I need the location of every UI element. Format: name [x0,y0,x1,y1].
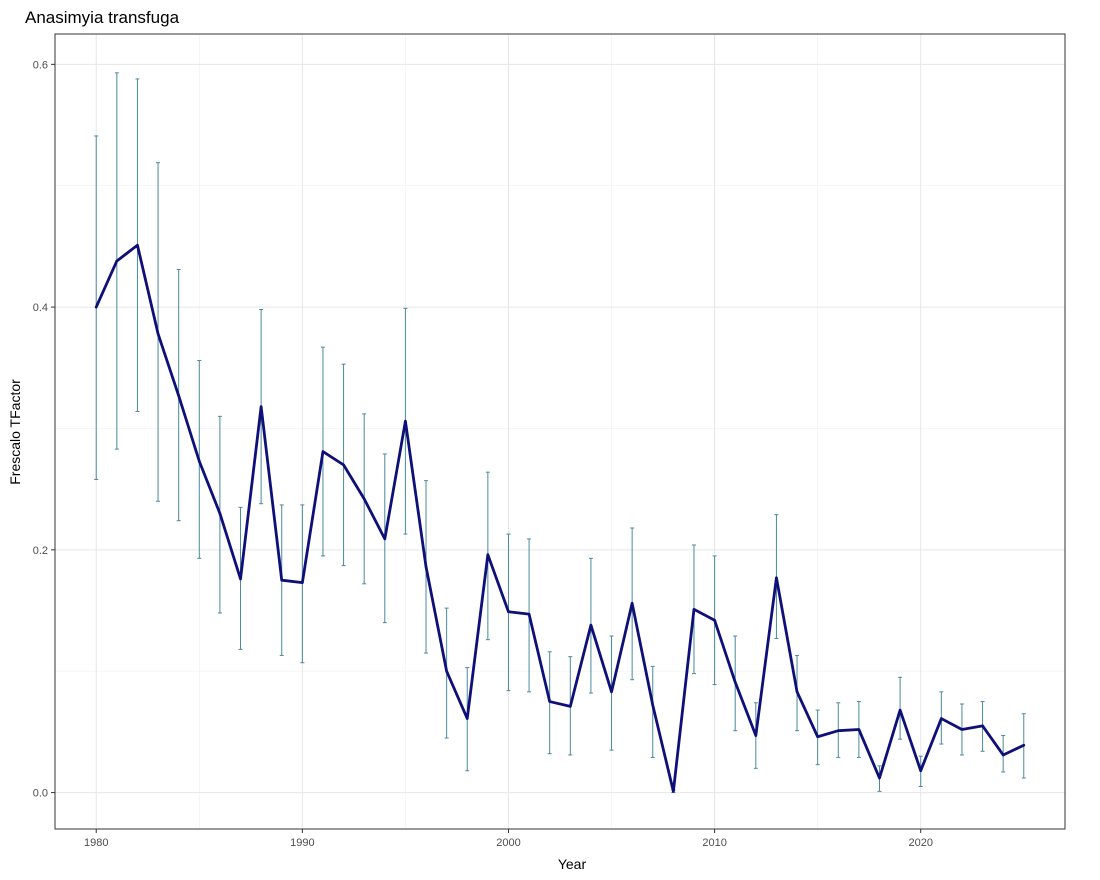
data-point [713,619,716,622]
y-tick-label: 0.6 [33,59,48,71]
data-point [734,680,737,684]
data-point [919,769,922,772]
axes: 1980 1990 2000 2010 2020 0.0 0.2 0.4 0.6 [33,59,933,849]
chart-title: Anasimyia transfuga [25,8,180,27]
x-tick-label: 1990 [290,837,314,849]
data-point [775,576,778,579]
error-bar [898,676,903,740]
data-point [259,405,263,408]
data-point [630,602,634,605]
data-point [981,724,984,728]
grid [55,34,1065,829]
data-point [136,243,139,247]
series-line [94,243,1026,793]
data-point [486,553,490,556]
data-point [424,565,428,569]
data-point [898,708,902,712]
data-point [177,394,180,397]
x-tick-label: 1980 [84,837,108,849]
data-point [940,717,943,720]
x-axis-title: Year [558,856,587,872]
data-point [445,670,448,673]
data-point [1001,753,1005,757]
data-point [239,577,242,581]
data-point [218,512,222,515]
data-point [362,497,366,501]
data-point [672,790,675,793]
error-bars [94,72,1026,794]
y-tick-label: 0.2 [33,545,48,557]
data-point [878,776,881,780]
data-point [610,690,613,694]
data-point [156,332,160,335]
data-point [857,728,861,731]
data-point [692,608,696,611]
data-point [1022,744,1025,747]
y-tick-label: 0.0 [33,788,48,800]
plot-panel-border [54,33,1066,830]
y-axis-title: Frescalo TFactor [7,379,23,485]
data-point [960,728,964,731]
y-tick-label: 0.4 [33,302,48,314]
data-point [837,729,840,732]
data-point [280,578,283,582]
error-bar [650,665,655,758]
x-tick-label: 2020 [908,837,932,849]
data-point [342,463,345,467]
data-point [115,259,119,263]
data-point [301,581,304,584]
data-point [816,735,819,738]
series-layer [94,243,1026,793]
data-point [754,734,758,737]
x-tick-label: 2000 [496,837,520,849]
data-point [589,623,593,627]
data-point [95,305,98,309]
data-point [527,612,531,616]
data-point [569,705,572,708]
data-point [198,460,201,463]
x-tick-label: 2010 [702,837,726,849]
data-point [466,717,469,720]
data-point [651,703,654,707]
data-point [383,537,386,541]
data-point [507,610,510,613]
data-point [548,700,551,703]
data-point [795,690,799,694]
data-point [404,419,407,423]
data-point [321,450,325,453]
